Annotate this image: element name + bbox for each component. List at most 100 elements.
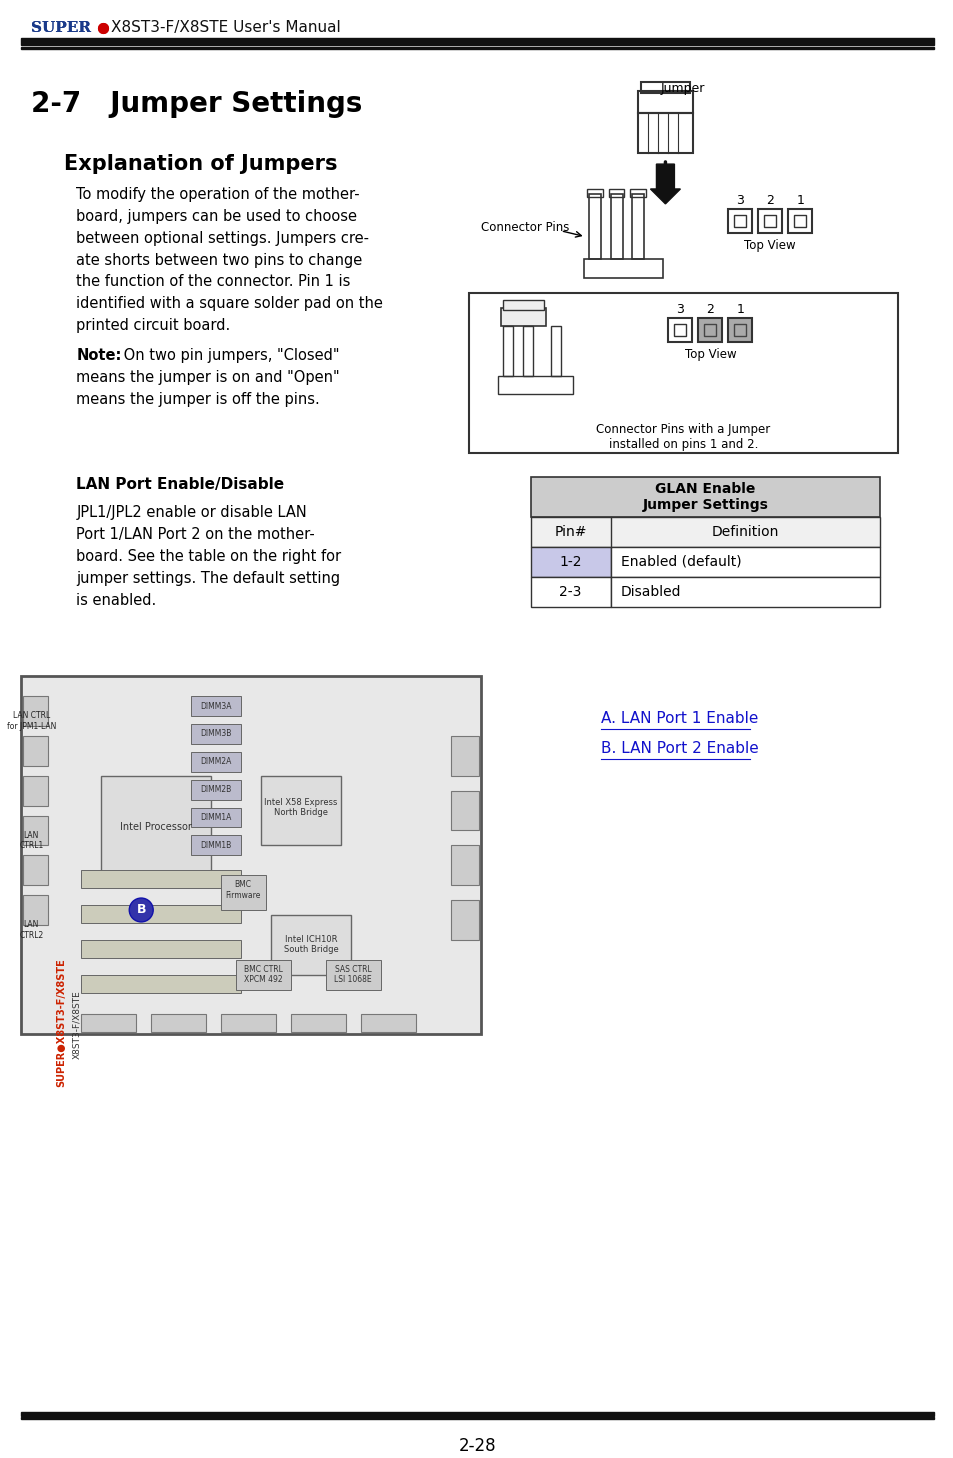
Text: Disabled: Disabled [619,585,680,599]
Text: Explanation of Jumpers: Explanation of Jumpers [64,155,337,174]
Bar [703,324,716,337]
Bar [360,1015,416,1032]
Bar [610,577,880,607]
Text: ate shorts between two pins to change: ate shorts between two pins to change [76,252,362,268]
Bar [530,518,880,547]
Bar [734,214,745,227]
Text: the function of the connector. Pin 1 is: the function of the connector. Pin 1 is [76,274,351,290]
Bar [191,752,241,771]
Circle shape [129,898,153,921]
Bar [530,477,880,518]
Bar [668,318,692,343]
Bar [21,38,933,45]
Bar [638,92,693,114]
Bar [640,82,690,93]
Text: Intel Processor: Intel Processor [120,822,192,833]
Text: B: B [136,904,146,917]
Bar [763,214,776,227]
Bar [21,1413,933,1416]
Bar [468,293,897,452]
Text: DIMM1B: DIMM1B [200,841,232,850]
Bar [586,190,602,197]
Text: Definition: Definition [711,525,779,539]
Text: 2-7   Jumper Settings: 2-7 Jumper Settings [31,89,362,118]
FancyArrow shape [650,165,679,204]
Text: GLAN Enable
Jumper Settings: GLAN Enable Jumper Settings [641,483,767,512]
Bar [632,194,644,258]
Bar [727,208,752,233]
Text: is enabled.: is enabled. [76,593,156,608]
Text: A. LAN Port 1 Enable: A. LAN Port 1 Enable [599,712,757,726]
Bar [758,208,781,233]
Bar [191,808,241,828]
Text: 2: 2 [765,194,774,207]
Text: between optional settings. Jumpers cre-: between optional settings. Jumpers cre- [76,230,369,246]
Text: board, jumpers can be used to choose: board, jumpers can be used to choose [76,208,357,225]
Text: 2-28: 2-28 [458,1438,496,1455]
Bar [608,190,624,197]
Bar [450,790,478,831]
Text: SUPER●X8ST3-F/X8STE: SUPER●X8ST3-F/X8STE [56,958,67,1086]
Bar [271,916,351,974]
Text: DIMM1A: DIMM1A [200,814,232,822]
Bar [497,376,572,394]
Bar [610,547,880,577]
Bar [502,327,512,376]
Text: means the jumper is on and "Open": means the jumper is on and "Open" [76,370,339,385]
Bar [24,695,49,726]
Bar [610,194,622,258]
Bar [734,324,745,337]
Bar [191,725,241,744]
Bar [101,776,211,875]
Bar [787,208,811,233]
Text: 1: 1 [736,303,743,316]
Text: Top View: Top View [743,239,795,252]
Text: SAS CTRL
LSI 1068E: SAS CTRL LSI 1068E [334,965,372,984]
Bar [24,815,49,846]
Bar [191,835,241,856]
Text: DIMM2A: DIMM2A [200,757,232,767]
Bar [698,318,721,343]
Text: Jumper: Jumper [659,82,704,95]
Text: identified with a square solder pad on the: identified with a square solder pad on t… [76,296,383,312]
Bar [152,1015,206,1032]
Bar [638,114,693,153]
Text: LAN CTRL
for JPM1-LAN: LAN CTRL for JPM1-LAN [7,712,56,730]
Text: 1-2: 1-2 [558,555,581,569]
Bar [550,327,560,376]
Bar [674,324,686,337]
Bar [24,776,49,806]
Bar [522,327,532,376]
Bar [450,846,478,885]
Bar [530,577,610,607]
Text: Note:: Note: [76,348,122,363]
Bar [81,905,241,923]
Bar [261,776,340,846]
Bar [81,870,241,888]
Text: Pin#: Pin# [554,525,586,539]
Text: LAN
CTRL2: LAN CTRL2 [19,920,44,939]
Bar [794,214,805,227]
Text: Port 1/LAN Port 2 on the mother-: Port 1/LAN Port 2 on the mother- [76,528,314,542]
Bar [450,736,478,776]
Bar [81,940,241,958]
Text: Top View: Top View [684,348,736,362]
Bar [291,1015,346,1032]
Bar [24,895,49,924]
Text: 3: 3 [736,194,743,207]
Text: BMC CTRL
XPCM 492: BMC CTRL XPCM 492 [243,965,282,984]
Bar [21,47,933,48]
Bar [81,1015,136,1032]
Bar [450,900,478,940]
Bar [727,318,752,343]
Text: BMC
Firmware: BMC Firmware [225,881,260,900]
Text: On two pin jumpers, "Closed": On two pin jumpers, "Closed" [119,348,339,363]
Bar [221,875,266,910]
Text: Connector Pins with a Jumper
installed on pins 1 and 2.: Connector Pins with a Jumper installed o… [596,423,770,451]
Bar [583,258,662,278]
Bar [24,736,49,765]
Bar [21,1417,933,1419]
Bar [235,959,291,990]
Text: SUPER: SUPER [31,20,91,35]
Text: Connector Pins: Connector Pins [480,220,569,233]
